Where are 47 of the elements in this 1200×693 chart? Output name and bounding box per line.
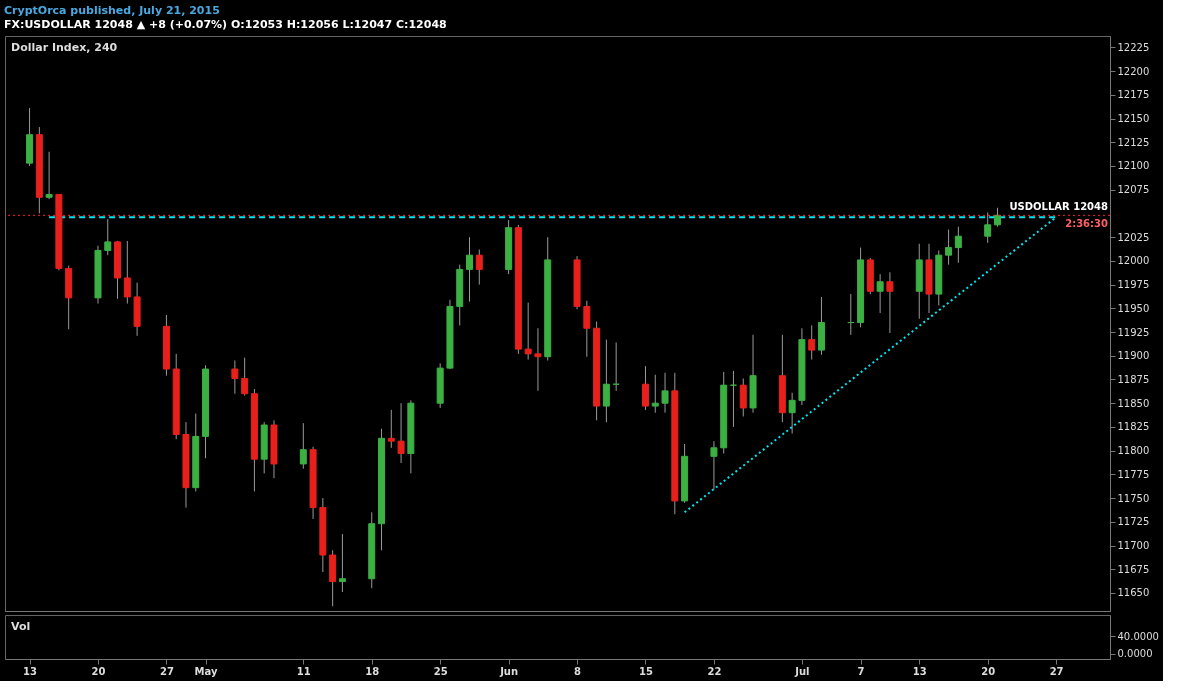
y-tick-label: 40.0000 (1117, 630, 1159, 642)
text: CryptOrca published, July 21, 2015 (4, 3, 220, 17)
y-tick-label: 11650 (1117, 587, 1150, 599)
y-tick-label: 12100 (1117, 160, 1150, 172)
chart-subtitle: FX:USDOLLAR 12048 ▲ +8 (+0.07%) O:12053 H:12056 L:12047 C:12048 (4, 17, 447, 31)
y-tick-label: 11750 (1117, 492, 1150, 504)
x-tick-label: 11 (296, 665, 311, 677)
y-tick-label: 12175 (1117, 89, 1150, 101)
y-tick-label: 12200 (1117, 65, 1150, 77)
x-tick-label: 13 (23, 665, 38, 677)
y-tick-label: 12075 (1117, 184, 1150, 196)
y-tick-label: 12000 (1117, 255, 1150, 267)
x-tick-label: 13 (912, 665, 927, 677)
y-tick-label: 11825 (1117, 421, 1150, 433)
text: Vol (11, 620, 31, 633)
y-tick-label: 12150 (1117, 113, 1150, 125)
x-tick-label: 7 (857, 665, 865, 677)
y-tick-label: 11875 (1117, 373, 1150, 385)
y-tick-label: 11900 (1117, 350, 1150, 362)
x-tick-label: 22 (707, 665, 722, 677)
x-tick-label: Jul (794, 665, 810, 677)
y-tick-label: 0.0000 (1117, 648, 1153, 660)
y-tick-label: 11700 (1117, 540, 1150, 552)
y-tick-label: 11775 (1117, 468, 1150, 480)
x-tick-label: 20 (91, 665, 106, 677)
y-tick-label: 11675 (1117, 563, 1150, 575)
y-tick-label: 11950 (1117, 302, 1150, 314)
x-tick-label: 20 (981, 665, 996, 677)
x-tick-label: 18 (365, 665, 380, 677)
annotation: 2:36:30 (1065, 218, 1109, 230)
y-tick-label: 11725 (1117, 516, 1150, 528)
x-tick-label: 8 (574, 665, 582, 677)
x-tick-label: 25 (433, 665, 448, 677)
y-tick-label: 11800 (1117, 445, 1150, 457)
y-tick-label: 12025 (1117, 231, 1150, 243)
x-tick-label: Jun (499, 665, 519, 677)
x-tick-label: May (194, 665, 218, 677)
y-tick-label: 12225 (1117, 41, 1150, 53)
x-tick-label: 15 (639, 665, 653, 677)
y-tick-label: 11925 (1117, 326, 1150, 338)
x-tick-label: 27 (1049, 665, 1064, 677)
y-tick-label: 12125 (1117, 136, 1150, 148)
text: Dollar Index, 240 (11, 41, 118, 54)
y-tick-label: 11850 (1117, 397, 1150, 409)
ref-line-label: USDOLLAR 12048 (1009, 201, 1109, 213)
x-tick-label: 27 (159, 665, 174, 677)
y-tick-label: 11975 (1117, 279, 1150, 291)
